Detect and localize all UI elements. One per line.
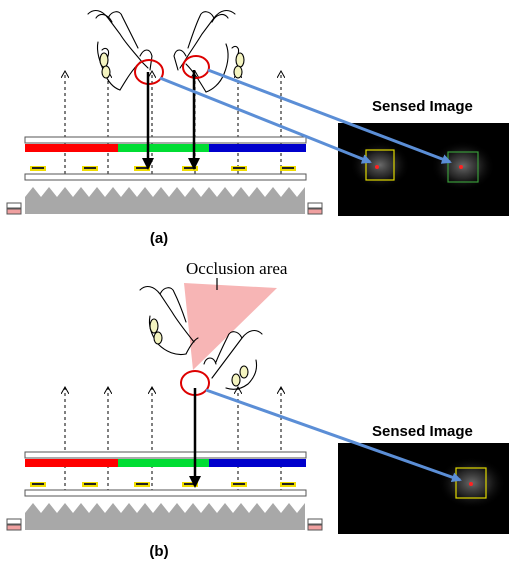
detected-box-1 [365,149,395,181]
sensor-chips [30,166,296,171]
side-led-left-b [6,518,22,531]
lower-hand-icon [203,329,263,390]
color-filter-bar-b [25,459,306,467]
sensed-title-b: Sensed Image [372,423,473,440]
light-path-arrows [65,72,281,180]
panel-b: Occlusion area [6,259,509,560]
left-hand-icon [87,9,153,91]
sensed-title-a: Sensed Image [372,98,473,115]
side-led-left [6,202,22,215]
sensor-layer-b [24,489,307,497]
detected-box-b [455,467,487,499]
occlusion-label: Occlusion area [186,259,288,278]
sensor-layer [24,173,307,181]
link-arrows-a [159,68,452,164]
panel-label-b: (b) [149,543,168,560]
top-glass-b [24,451,307,459]
top-glass [24,136,307,144]
color-filter-bar [25,144,306,152]
detected-box-2 [447,151,479,183]
backlight-prism [25,187,305,214]
occlusion-area [184,283,277,370]
backlight-prism-b [25,503,305,530]
panel-a: Sensed Image (a) [6,9,509,247]
panel-label-a: (a) [150,230,168,247]
light-path-arrows-b [65,388,281,492]
sensor-chips-b [30,482,296,487]
side-led-right-b [307,518,323,531]
touch-circle-2 [182,55,210,79]
upper-hand-icon [139,285,199,356]
side-led-right [307,202,323,215]
link-arrow-b [205,388,462,483]
